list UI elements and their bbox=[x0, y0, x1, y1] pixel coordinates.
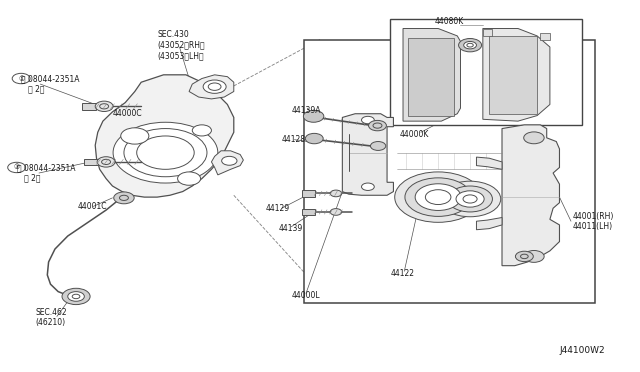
Text: Ⓑ 08044-2351A
   〈 2〉: Ⓑ 08044-2351A 〈 2〉 bbox=[17, 163, 75, 183]
Circle shape bbox=[121, 128, 149, 144]
Circle shape bbox=[515, 251, 533, 262]
Bar bbox=[540, 33, 550, 39]
Text: 44080K: 44080K bbox=[435, 17, 464, 26]
Text: 44139: 44139 bbox=[278, 224, 303, 233]
Polygon shape bbox=[342, 114, 394, 195]
Text: 44000K: 44000K bbox=[400, 129, 429, 139]
Circle shape bbox=[192, 125, 211, 136]
Text: 44122: 44122 bbox=[390, 269, 414, 278]
Text: J44100W2: J44100W2 bbox=[559, 346, 605, 355]
Circle shape bbox=[12, 73, 30, 84]
Text: Ⓑ 08044-2351A
   〈 2〉: Ⓑ 08044-2351A 〈 2〉 bbox=[21, 74, 79, 94]
Text: 44001C: 44001C bbox=[77, 202, 107, 211]
Circle shape bbox=[440, 181, 500, 217]
Circle shape bbox=[448, 186, 492, 212]
Circle shape bbox=[62, 288, 90, 305]
Bar bbox=[302, 190, 315, 197]
Text: ③: ③ bbox=[13, 164, 20, 170]
Circle shape bbox=[330, 209, 342, 215]
Circle shape bbox=[221, 156, 237, 165]
Circle shape bbox=[405, 178, 471, 217]
Circle shape bbox=[8, 162, 26, 173]
Circle shape bbox=[68, 292, 84, 301]
Polygon shape bbox=[476, 218, 502, 230]
Circle shape bbox=[464, 41, 476, 49]
Bar bbox=[489, 36, 537, 114]
Circle shape bbox=[371, 141, 386, 150]
Circle shape bbox=[303, 110, 324, 122]
Circle shape bbox=[305, 134, 323, 144]
Text: ①: ① bbox=[18, 76, 24, 81]
Text: 44128: 44128 bbox=[282, 135, 306, 144]
Circle shape bbox=[362, 183, 374, 190]
Circle shape bbox=[456, 191, 484, 207]
Text: 44001(RH)
44011(LH): 44001(RH) 44011(LH) bbox=[572, 212, 614, 231]
Bar bbox=[390, 19, 582, 125]
Circle shape bbox=[459, 38, 481, 52]
Text: SEC.430
(43052〈RH〉
(43053〈LH〉: SEC.430 (43052〈RH〉 (43053〈LH〉 bbox=[157, 30, 205, 60]
Polygon shape bbox=[95, 75, 234, 197]
Circle shape bbox=[113, 122, 218, 183]
Circle shape bbox=[177, 172, 200, 185]
Bar bbox=[84, 158, 98, 165]
Polygon shape bbox=[189, 75, 234, 99]
Circle shape bbox=[524, 250, 544, 262]
Text: 44139A: 44139A bbox=[291, 106, 321, 115]
Text: 44000C: 44000C bbox=[113, 109, 142, 118]
Bar bbox=[483, 29, 492, 36]
Circle shape bbox=[362, 116, 374, 124]
Polygon shape bbox=[483, 29, 550, 121]
Polygon shape bbox=[476, 157, 502, 169]
Polygon shape bbox=[403, 29, 461, 121]
Text: 44129: 44129 bbox=[266, 204, 290, 213]
Bar bbox=[302, 209, 315, 215]
Bar bbox=[304, 39, 595, 303]
Circle shape bbox=[524, 132, 544, 144]
Circle shape bbox=[95, 101, 113, 112]
Circle shape bbox=[415, 184, 461, 211]
Circle shape bbox=[395, 172, 481, 222]
Bar bbox=[408, 38, 454, 116]
Circle shape bbox=[369, 121, 387, 131]
Polygon shape bbox=[502, 125, 559, 266]
Circle shape bbox=[97, 157, 115, 167]
Circle shape bbox=[330, 190, 342, 197]
Text: SEC.462
(46210): SEC.462 (46210) bbox=[36, 308, 67, 327]
Circle shape bbox=[203, 80, 226, 93]
Polygon shape bbox=[211, 151, 243, 175]
Text: 44000L: 44000L bbox=[291, 291, 320, 300]
Circle shape bbox=[114, 192, 134, 204]
Bar bbox=[83, 103, 97, 110]
